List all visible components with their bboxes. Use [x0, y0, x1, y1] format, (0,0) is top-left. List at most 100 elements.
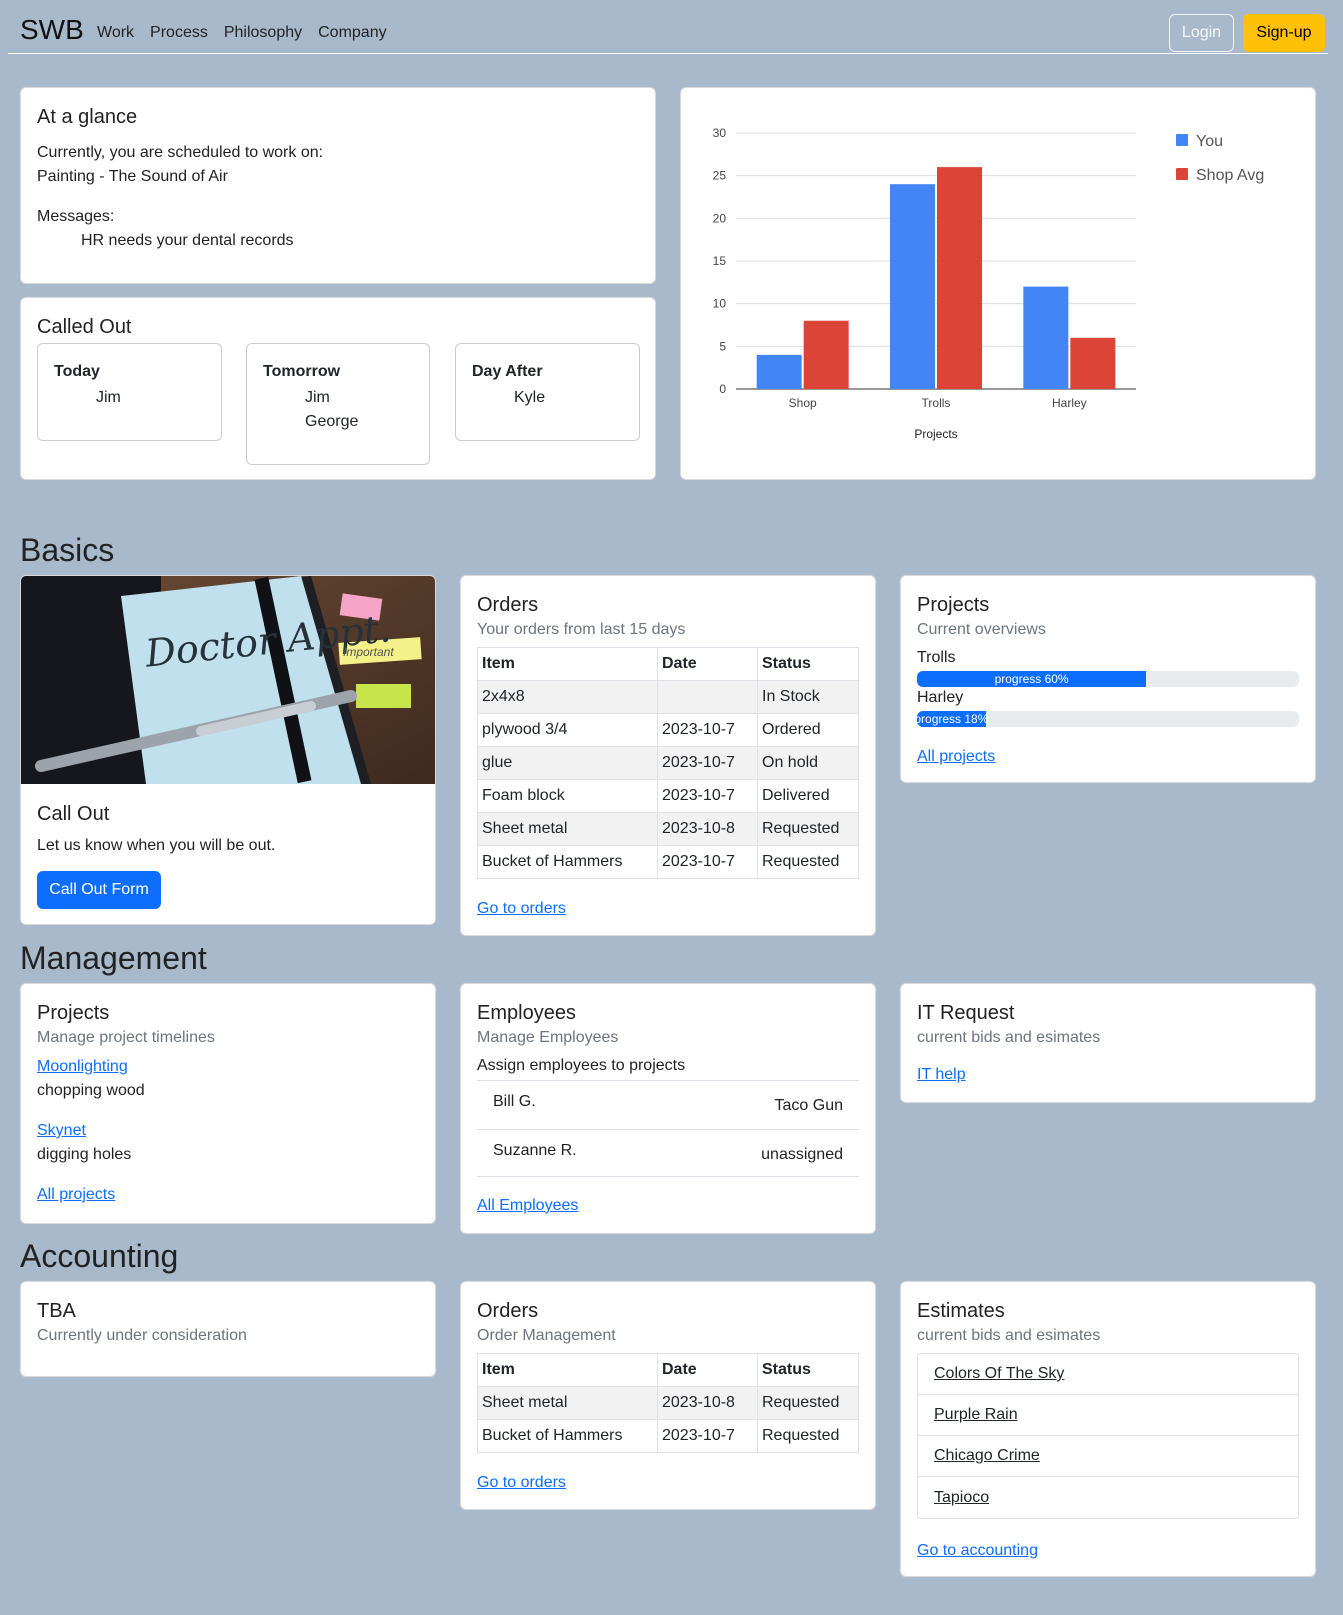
- card-title: Orders: [477, 594, 539, 616]
- cell-date: 2023-10-7: [657, 713, 758, 747]
- go-to-orders-link[interactable]: Go to orders: [477, 900, 566, 917]
- project-link-moonlighting[interactable]: Moonlighting: [37, 1058, 128, 1075]
- nav-link-process[interactable]: Process: [150, 24, 208, 41]
- projects-bar-chart: 0 5 10 15 20 25 30 Shop Trolls Harley Projects You S…: [713, 126, 1265, 441]
- table-row: 2x4x8 In Stock: [477, 680, 859, 714]
- card-subtitle: Manage project timelines: [37, 1029, 215, 1046]
- cell-status: Delivered: [757, 779, 859, 813]
- card-title: At a glance: [37, 106, 138, 128]
- all-projects-link[interactable]: All projects: [37, 1186, 116, 1203]
- orders-table: Item Date Status 2x4x8 In Stock plywood 3…: [477, 647, 859, 879]
- table-row: Sheet metal 2023-10-8 Requested: [477, 1386, 859, 1420]
- brand-logo[interactable]: SWB: [20, 14, 84, 45]
- manage-projects-card: Projects Manage project timelines Moonli…: [20, 983, 436, 1224]
- project-desc: chopping wood: [37, 1082, 145, 1099]
- project-desc: digging holes: [37, 1146, 132, 1163]
- nav-link-company[interactable]: Company: [318, 24, 387, 41]
- project-link-skynet[interactable]: Skynet: [37, 1122, 86, 1139]
- col-header: Status: [757, 1353, 859, 1387]
- cell-status: Requested: [757, 845, 859, 879]
- list-item: Purple Rain: [918, 1395, 1298, 1436]
- table-row: Foam block 2023-10-7 Delivered: [477, 779, 859, 813]
- card-title: Estimates: [917, 1300, 1005, 1322]
- col-header: Item: [477, 1353, 658, 1387]
- bar-you: [1023, 286, 1069, 389]
- all-employees-link[interactable]: All Employees: [477, 1197, 579, 1214]
- orders-card: Orders Your orders from last 15 days Ite…: [460, 575, 876, 936]
- progress-fill: progress 60%: [917, 671, 1147, 687]
- cell-status: Requested: [757, 1419, 859, 1453]
- cell-date: [657, 680, 758, 714]
- login-button[interactable]: Login: [1169, 14, 1234, 52]
- col-header: Date: [657, 1353, 758, 1387]
- employee-name: Bill G.: [493, 1093, 536, 1110]
- card-title: Projects: [917, 594, 990, 616]
- cell-item: glue: [477, 746, 658, 780]
- section-title-management: Management: [20, 940, 207, 976]
- cell-item: Bucket of Hammers: [477, 1419, 658, 1453]
- list-item: Colors Of The Sky: [918, 1354, 1298, 1395]
- cell-date: 2023-10-8: [657, 1386, 758, 1420]
- estimate-link[interactable]: Colors Of The Sky: [934, 1365, 1065, 1382]
- cell-item: plywood 3/4: [477, 713, 658, 747]
- card-subtitle: Your orders from last 15 days: [477, 621, 686, 638]
- image-note: Important: [343, 645, 394, 659]
- names-list: Jim: [96, 386, 121, 410]
- cell-status: On hold: [757, 746, 859, 780]
- it-help-link[interactable]: IT help: [917, 1066, 966, 1083]
- table-row: Sheet metal 2023-10-8 Requested: [477, 812, 859, 846]
- day-label: Today: [54, 363, 100, 380]
- called-out-tomorrow: Tomorrow Jim George: [246, 343, 430, 465]
- card-subtitle: current bids and esimates: [917, 1327, 1101, 1344]
- go-to-orders-link[interactable]: Go to orders: [477, 1474, 566, 1491]
- projects-overview-card: Projects Current overviews Trolls progre…: [900, 575, 1316, 783]
- bar-you: [890, 184, 935, 389]
- y-tick-label: 0: [719, 382, 726, 396]
- estimate-link[interactable]: Purple Rain: [934, 1406, 1018, 1423]
- orders-table: Item Date Status Sheet metal 2023-10-8 Req…: [477, 1353, 859, 1453]
- estimate-link[interactable]: Chicago Crime: [934, 1447, 1040, 1464]
- go-to-accounting-link[interactable]: Go to accounting: [917, 1542, 1038, 1559]
- progress-bar-harley: progress 18%: [917, 711, 1299, 727]
- bar-shop-avg: [803, 320, 849, 389]
- estimates-list: Colors Of The Sky Purple Rain Chicago Cr…: [917, 1353, 1299, 1519]
- called-out-day-after: Day After Kyle: [455, 343, 640, 441]
- card-subtitle: Currently under consideration: [37, 1327, 247, 1344]
- table-row: plywood 3/4 2023-10-7 Ordered: [477, 713, 859, 747]
- signup-button[interactable]: Sign-up: [1243, 14, 1325, 52]
- card-subtitle: Order Management: [477, 1327, 616, 1344]
- card-title: Employees: [477, 1002, 576, 1024]
- card-title: TBA: [37, 1300, 76, 1322]
- bar-you: [756, 354, 802, 389]
- names-list: Kyle: [514, 386, 545, 410]
- y-tick-label: 30: [713, 126, 727, 140]
- card-title: Call Out: [37, 803, 110, 825]
- names-list: Jim George: [305, 386, 358, 434]
- list-item: Tapioco: [918, 1477, 1298, 1518]
- nav-link-work[interactable]: Work: [97, 24, 135, 41]
- cell-date: 2023-10-8: [657, 812, 758, 846]
- it-request-card: IT Request current bids and esimates IT …: [900, 983, 1316, 1103]
- call-out-form-button[interactable]: Call Out Form: [37, 871, 161, 909]
- estimate-link[interactable]: Tapioco: [934, 1488, 990, 1506]
- card-title: Orders: [477, 1300, 539, 1322]
- legend-label: You: [1196, 133, 1223, 150]
- cell-item: Bucket of Hammers: [477, 845, 658, 879]
- table-row: Bucket of Hammers 2023-10-7 Requested: [477, 1419, 859, 1453]
- card-subtitle: Manage Employees: [477, 1029, 619, 1046]
- bar-shop-avg: [1070, 337, 1116, 389]
- nav-link-philosophy[interactable]: Philosophy: [223, 24, 303, 41]
- legend-swatch: [1176, 134, 1188, 146]
- employee-project: unassigned: [761, 1146, 843, 1163]
- bar-shop-avg: [937, 167, 982, 389]
- scheduled-project: Painting - The Sound of Air: [37, 168, 228, 185]
- employee-row[interactable]: Suzanne R. unassigned: [477, 1129, 859, 1177]
- x-tick-label: Shop: [789, 396, 817, 410]
- card-title: Called Out: [37, 316, 132, 338]
- tba-card: TBA Currently under consideration: [20, 1281, 436, 1377]
- legend-swatch: [1176, 168, 1188, 180]
- scheduled-label: Currently, you are scheduled to work on:: [37, 144, 324, 161]
- table-row: glue 2023-10-7 On hold: [477, 746, 859, 780]
- employee-row[interactable]: Bill G. Taco Gun: [477, 1080, 859, 1128]
- all-projects-link[interactable]: All projects: [917, 748, 996, 765]
